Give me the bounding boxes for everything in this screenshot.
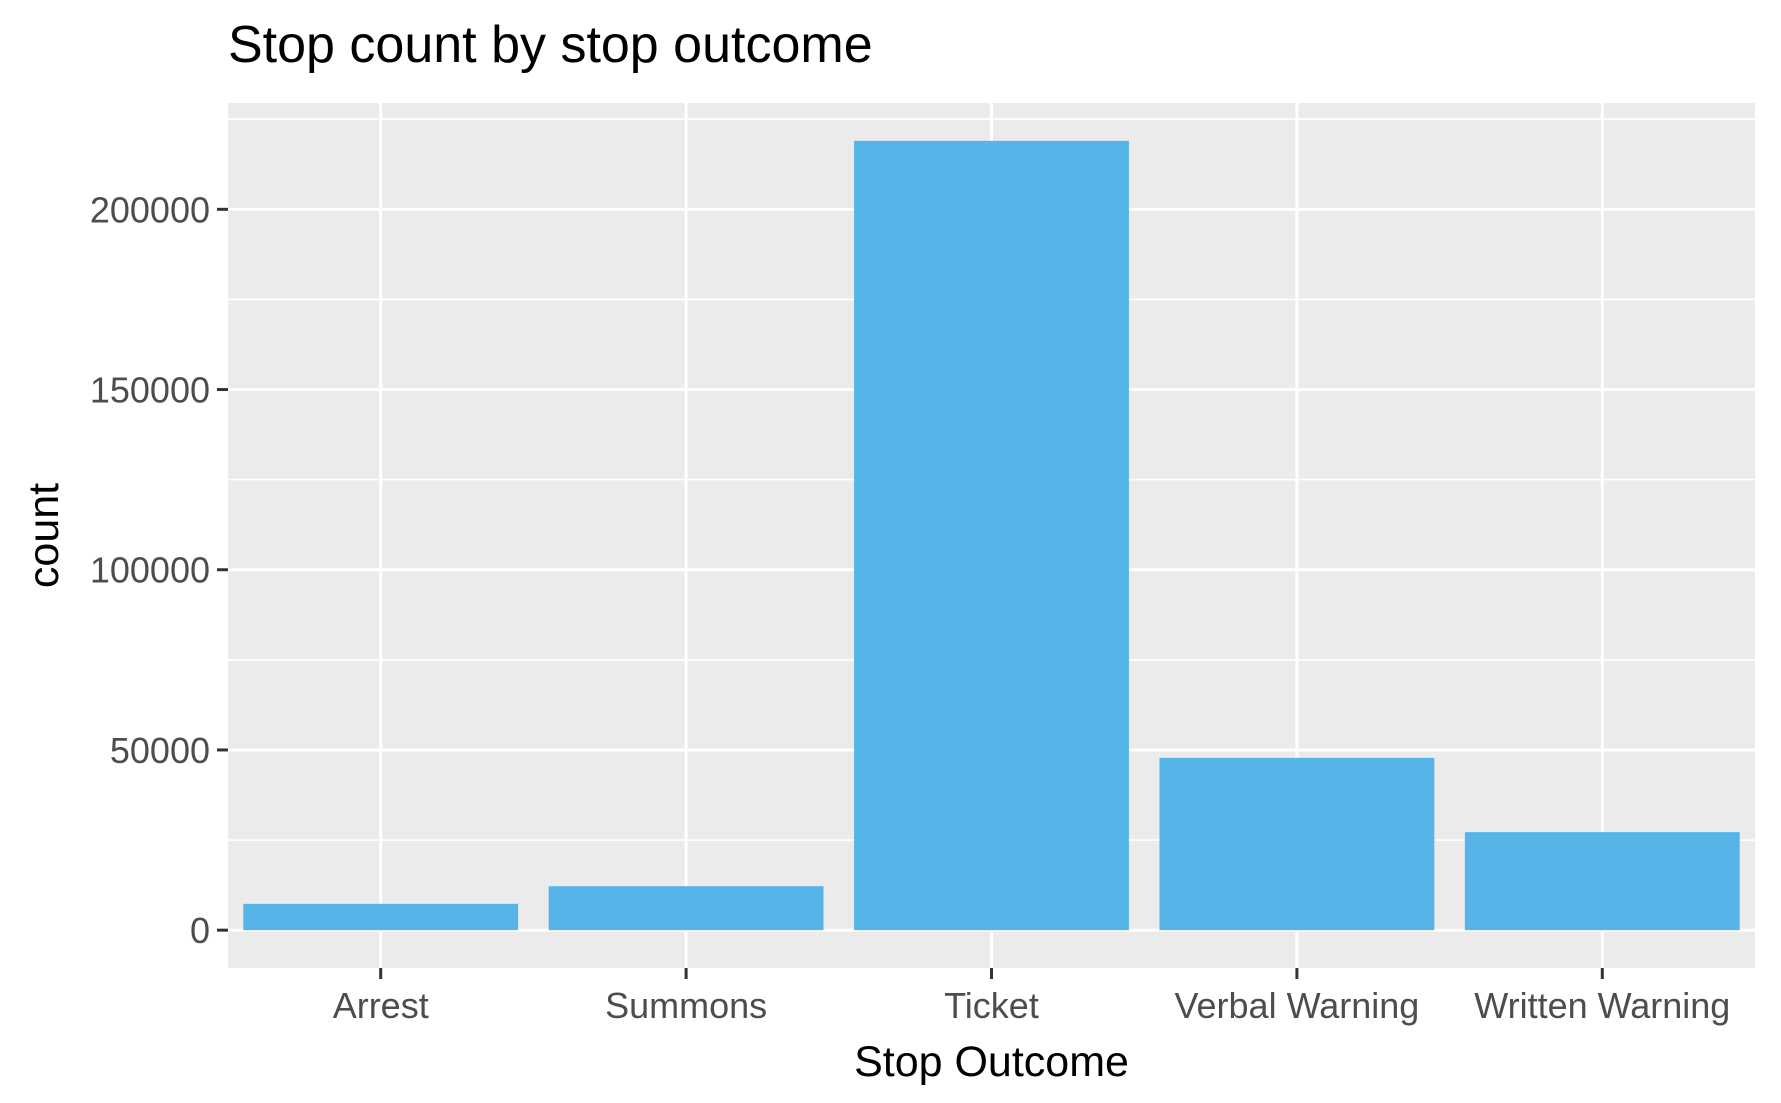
x-tick-label: Summons	[605, 985, 767, 1026]
y-axis: 0 50000 100000 150000 200000	[90, 189, 228, 951]
y-tick-label: 150000	[90, 370, 210, 411]
x-tick-label: Verbal Warning	[1175, 985, 1420, 1026]
x-axis: Arrest Summons Ticket Verbal Warning Written…	[333, 968, 1730, 1026]
bar-written-warning	[1464, 832, 1740, 931]
bar-summons	[548, 886, 824, 931]
x-tick-label: Written Warning	[1474, 985, 1730, 1026]
x-tick-label: Ticket	[944, 985, 1039, 1026]
y-tick-label: 50000	[110, 730, 210, 771]
bar-arrest	[243, 903, 519, 931]
bars	[243, 140, 1740, 931]
y-tick-label: 0	[190, 910, 210, 951]
bar-verbal-warning	[1159, 757, 1435, 931]
bar-ticket	[854, 140, 1129, 931]
chart-title: Stop count by stop outcome	[228, 16, 873, 74]
x-axis-title: Stop Outcome	[854, 1038, 1129, 1086]
y-tick-label: 100000	[90, 550, 210, 591]
y-axis-title: count	[20, 483, 68, 588]
y-tick-label: 200000	[90, 189, 210, 230]
x-tick-label: Arrest	[333, 985, 429, 1026]
